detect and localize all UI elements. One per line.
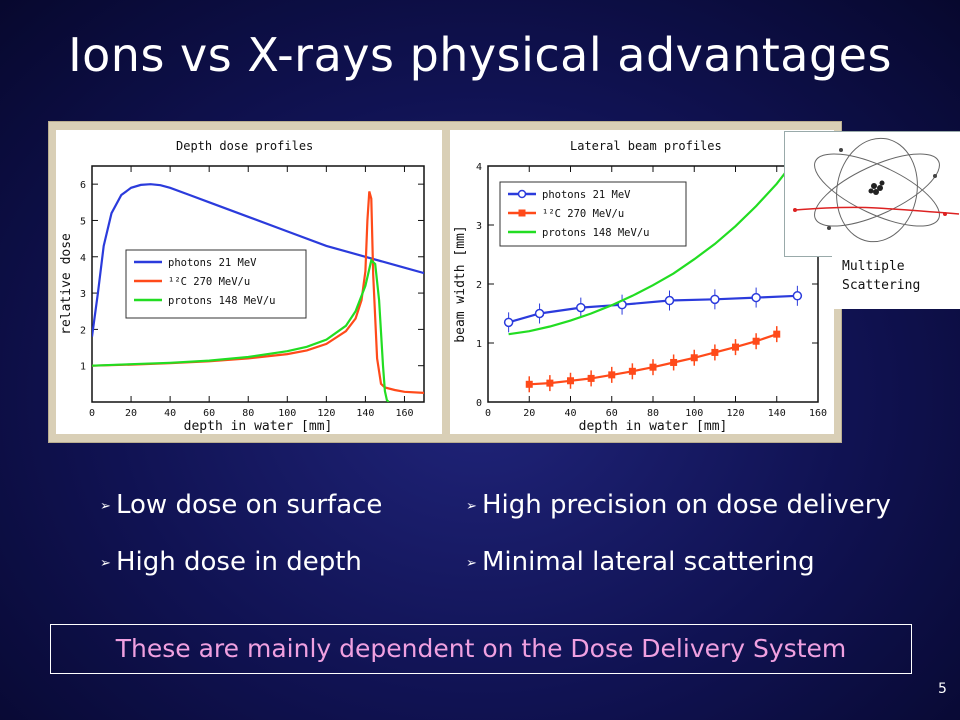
x-tick-label: 120 <box>317 408 335 419</box>
legend-label: protons 148 MeV/u <box>168 295 275 307</box>
y-tick-label: 3 <box>476 221 482 232</box>
data-point <box>773 330 781 338</box>
y-axis-label: beam width [mm] <box>453 225 468 342</box>
chart-title: Lateral beam profiles <box>570 139 722 153</box>
x-tick-label: 0 <box>485 408 491 419</box>
data-point <box>710 294 720 305</box>
arrow-bullet-icon: ➢ <box>466 556 477 571</box>
y-tick-label: 5 <box>80 216 86 227</box>
footer-note: These are mainly dependent on the Dose D… <box>50 624 912 674</box>
x-tick-label: 20 <box>523 408 535 419</box>
legend-label: ¹²C 270 MeV/u <box>168 276 250 288</box>
x-tick-label: 140 <box>768 408 786 419</box>
data-point <box>576 302 586 313</box>
x-tick-label: 120 <box>726 408 744 419</box>
series-line <box>508 166 792 336</box>
orbit-ellipse <box>814 153 940 227</box>
legend-label: protons 148 MeV/u <box>542 227 649 239</box>
x-tick-label: 40 <box>564 408 576 419</box>
y-tick-label: 6 <box>80 180 86 191</box>
y-tick-label: 1 <box>80 362 86 373</box>
y-tick-label: 4 <box>476 162 482 173</box>
data-point <box>608 371 616 379</box>
y-tick-label: 1 <box>476 339 482 350</box>
x-tick-label: 80 <box>647 408 659 419</box>
scattered-track <box>794 206 960 215</box>
x-tick-label: 140 <box>356 408 374 419</box>
nucleus-icon <box>868 180 885 195</box>
atom-scattering-icon <box>793 137 960 243</box>
bullet-low-dose-surface: ➢ Low dose on surface <box>100 490 383 520</box>
x-tick-label: 160 <box>395 408 413 419</box>
y-tick-label: 2 <box>476 280 482 291</box>
lateral-beam-chart: Lateral beam profiles 0 20 40 60 80 100 120 140 1… <box>450 130 834 434</box>
series-line <box>92 183 424 337</box>
x-tick-label: 20 <box>125 408 137 419</box>
data-point <box>752 337 760 345</box>
data-point <box>546 379 554 387</box>
y-tick-label: 4 <box>80 253 86 264</box>
legend-marker <box>517 189 527 199</box>
plot-frame <box>91 165 425 403</box>
legend-label: photons 21 MeV <box>542 189 631 201</box>
y-tick-label: 0 <box>476 398 482 409</box>
data-point <box>792 291 803 301</box>
x-tick-label: 0 <box>89 408 95 419</box>
series-line <box>508 294 798 324</box>
bullet-minimal-scattering: ➢ Minimal lateral scattering <box>466 547 815 577</box>
y-tick-label: 2 <box>80 325 86 336</box>
arrow-bullet-icon: ➢ <box>466 499 477 514</box>
chart-title: Depth dose profiles <box>176 139 313 153</box>
orbit-ellipse <box>836 137 918 243</box>
data-point <box>567 377 574 385</box>
series-line <box>92 258 390 402</box>
data-point <box>525 380 533 388</box>
data-point <box>751 292 761 303</box>
bullet-high-dose-depth: ➢ High dose in depth <box>100 547 362 577</box>
data-point <box>534 308 545 319</box>
data-point <box>628 367 636 375</box>
y-tick-label: 3 <box>80 289 86 300</box>
x-axis-label: depth in water [mm] <box>184 419 333 434</box>
slide-title: Ions vs X-rays physical advantages <box>68 28 892 82</box>
legend-label: ¹²C 270 MeV/u <box>542 208 624 220</box>
inset-label: Multiple Scattering <box>832 253 960 309</box>
data-point <box>732 343 739 351</box>
y-axis-label: relative dose <box>59 233 74 335</box>
x-tick-label: 60 <box>203 408 215 419</box>
x-tick-label: 160 <box>809 408 827 419</box>
x-axis-label: depth in water [mm] <box>579 419 728 434</box>
bullet-high-precision: ➢ High precision on dose delivery <box>466 490 891 520</box>
data-point <box>670 358 678 366</box>
x-tick-label: 60 <box>606 408 618 419</box>
multiple-scattering-inset <box>784 131 960 257</box>
data-point <box>690 354 698 362</box>
orbit-ellipse <box>814 153 940 227</box>
x-tick-label: 100 <box>278 408 296 419</box>
legend-label: photons 21 MeV <box>168 257 257 269</box>
data-point <box>649 363 657 371</box>
x-tick-label: 100 <box>685 408 703 419</box>
data-point <box>711 348 719 356</box>
depth-dose-chart: Depth dose profiles 0 20 40 60 80 100 120 140 160… <box>56 130 442 434</box>
data-point <box>587 374 595 382</box>
x-tick-label: 80 <box>242 408 254 419</box>
data-point <box>503 317 514 328</box>
page-number: 5 <box>938 681 947 697</box>
chart-figure: Depth dose profiles 0 20 40 60 80 100 120 140 160… <box>48 121 842 443</box>
arrow-bullet-icon: ➢ <box>100 499 111 514</box>
x-tick-label: 40 <box>164 408 176 419</box>
arrow-bullet-icon: ➢ <box>100 556 111 571</box>
data-point <box>664 295 675 306</box>
depth-dose-svg: Depth dose profiles 0 20 40 60 80 100 120 140 160… <box>59 139 425 434</box>
legend-marker <box>518 209 526 217</box>
